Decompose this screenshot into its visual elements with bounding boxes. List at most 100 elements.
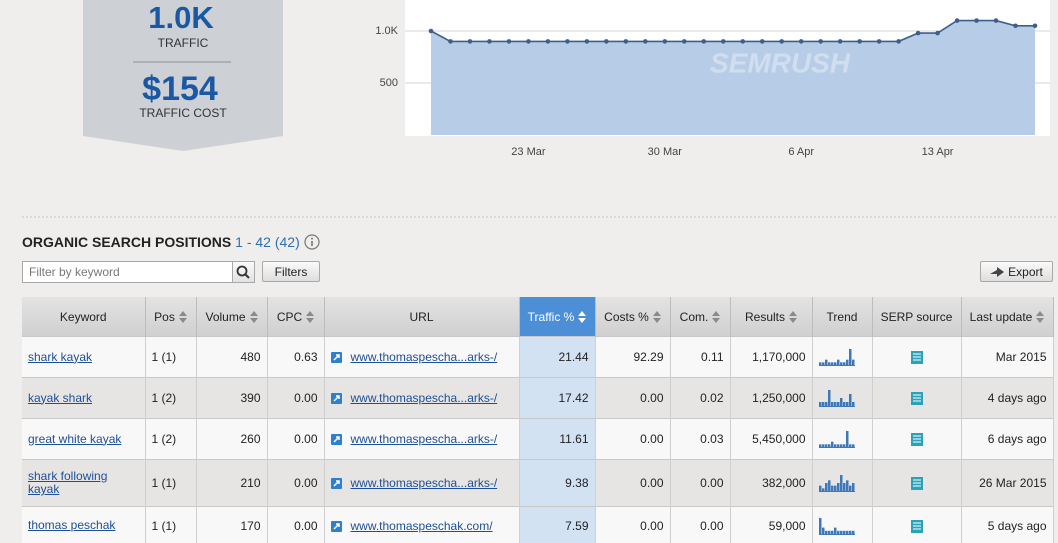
spark-bar — [833, 527, 836, 534]
keyword-link[interactable]: shark kayak — [28, 349, 93, 364]
header-label: Costs % — [604, 309, 649, 324]
column-header[interactable]: Pos — [145, 297, 197, 337]
table-row: shark following kayak 1 (1) 210 0.00 www.tho… — [22, 459, 1054, 507]
cell — [812, 418, 873, 460]
point — [857, 39, 862, 44]
spark-bar — [845, 359, 848, 365]
serp-icon[interactable] — [910, 477, 923, 491]
serp-icon[interactable] — [910, 519, 923, 533]
sort-icon — [578, 311, 587, 324]
keyword-link[interactable]: shark following kayak — [28, 469, 108, 496]
keyword-link[interactable]: great white kayak — [28, 431, 122, 446]
cell — [872, 506, 962, 543]
header-label: CPC — [276, 309, 303, 324]
cell: 1 (1) — [145, 459, 197, 507]
results: 59,000 — [768, 518, 806, 533]
cell: 1,250,000 — [730, 377, 813, 419]
spark-bar — [839, 530, 842, 534]
spark-bar — [842, 402, 845, 406]
cell: 480 — [196, 336, 268, 378]
last-update: 5 days ago — [987, 518, 1047, 533]
sort-icon — [712, 311, 721, 324]
filters-button[interactable]: Filters — [262, 261, 320, 282]
spark-bar — [851, 444, 854, 447]
filter-input[interactable]: Filter by keyword — [22, 261, 255, 283]
cpc: 0.00 — [294, 391, 318, 405]
com: 0.00 — [700, 476, 724, 490]
cpc: 0.00 — [294, 518, 318, 533]
serp-icon[interactable] — [910, 351, 923, 365]
com: 0.03 — [700, 432, 724, 446]
column-header[interactable]: Keyword — [22, 297, 146, 337]
cell: 9.38 — [519, 459, 596, 507]
spark-bar — [827, 390, 830, 406]
info-icon[interactable] — [304, 234, 320, 250]
spark-bar — [848, 394, 851, 406]
cell: 21.44 — [519, 336, 596, 378]
cell: 0.00 — [267, 377, 325, 419]
spark-bar — [824, 402, 827, 406]
keyword-link[interactable]: thomas peschak — [28, 518, 116, 533]
cell: 1 (1) — [145, 506, 197, 543]
column-header[interactable]: URL — [324, 297, 520, 337]
spark-bar — [830, 530, 833, 534]
column-header[interactable]: SERP source — [872, 297, 962, 337]
column-header[interactable]: Volume — [196, 297, 268, 337]
line — [430, 19, 1035, 43]
cell: 1 (1) — [145, 336, 197, 378]
table-row: shark kayak 1 (1) 480 0.63 www.thomaspescha.… — [22, 336, 1054, 378]
column-header[interactable]: Costs % — [595, 297, 671, 337]
export-button[interactable]: Export — [980, 261, 1053, 282]
keyword-link[interactable]: kayak shark — [28, 390, 93, 405]
section-heading: ORGANIC SEARCH POSITIONS 1 - 42 (42) — [22, 234, 320, 250]
point — [584, 39, 590, 44]
column-header[interactable]: Results — [730, 297, 813, 337]
search-icon — [236, 265, 250, 279]
spark-bar — [836, 530, 839, 534]
pos: 1 (1) — [151, 350, 177, 364]
search-button[interactable] — [232, 262, 254, 282]
spark-bar — [851, 359, 854, 365]
icon-arrow — [332, 354, 340, 361]
traffic: 21.44 — [558, 350, 589, 364]
cell: 26 Mar 2015 — [961, 459, 1054, 507]
point — [643, 39, 648, 44]
section-title: ORGANIC SEARCH POSITIONS — [22, 234, 232, 250]
url-link[interactable]: www.thomaspescha...arks-/ — [350, 432, 498, 446]
point — [954, 18, 960, 23]
cell: 390 — [196, 377, 268, 419]
header-label: Trend — [826, 309, 858, 324]
point — [467, 39, 473, 44]
positions-table: Keyword Pos Volume CPC URL Traffic % Costs % Co… — [22, 297, 1054, 543]
cell: great white kayak — [22, 418, 146, 460]
header-label: Keyword — [59, 309, 107, 324]
serp-icon[interactable] — [910, 433, 923, 447]
point — [798, 39, 804, 44]
point — [837, 39, 843, 44]
point — [993, 18, 999, 23]
point — [818, 39, 823, 44]
url-link[interactable]: www.thomaspeschak.com/ — [350, 518, 493, 533]
link-icon — [330, 352, 342, 363]
column-header[interactable]: Traffic % — [519, 297, 596, 337]
column-header[interactable]: Last update — [961, 297, 1054, 337]
serp-icon[interactable] — [910, 392, 923, 406]
costs: 92.29 — [633, 350, 664, 364]
spark-bar — [830, 362, 833, 365]
sort-icon — [306, 311, 315, 324]
column-header[interactable]: Com. — [670, 297, 731, 337]
column-header[interactable]: Trend — [812, 297, 873, 337]
cell: 5,450,000 — [730, 418, 813, 460]
spark-bar — [836, 402, 839, 406]
url-link[interactable]: www.thomaspescha...arks-/ — [350, 350, 498, 364]
com: 0.00 — [700, 518, 724, 533]
spark-bar — [845, 402, 848, 406]
url-link[interactable]: www.thomaspescha...arks-/ — [350, 476, 498, 490]
header-row: Keyword Pos Volume CPC URL Traffic % Costs % Co… — [22, 297, 1054, 337]
url-link[interactable]: www.thomaspescha...arks-/ — [350, 391, 498, 405]
header-label: Com. — [679, 309, 709, 324]
column-header[interactable]: CPC — [267, 297, 325, 337]
point — [565, 39, 570, 44]
cpc: 0.63 — [294, 350, 318, 364]
point — [545, 39, 551, 44]
